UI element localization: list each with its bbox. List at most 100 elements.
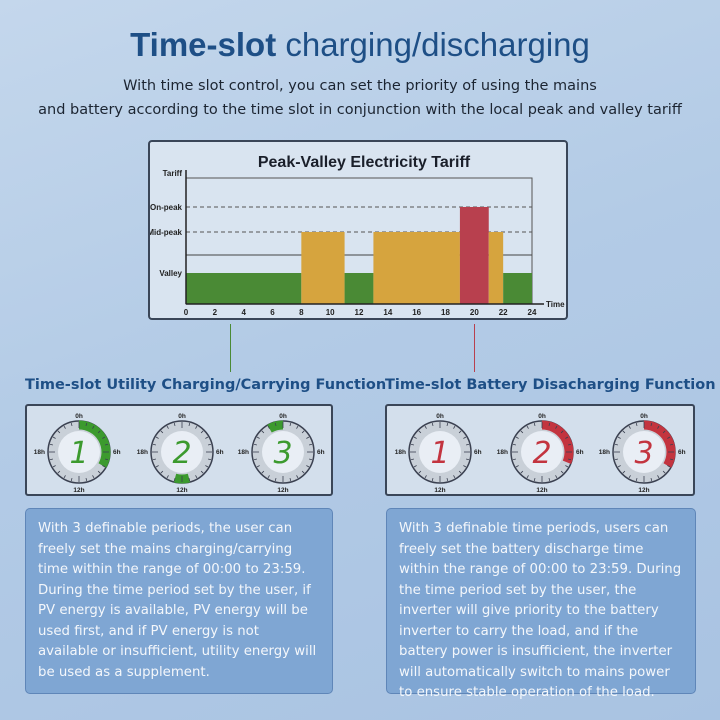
dial-tick [166,475,169,479]
x-tick-label: 20 [470,308,479,317]
dial-tick [205,436,209,439]
dial-tick [63,475,66,479]
dial-tick [102,436,106,439]
dial-tick [662,470,666,474]
dial-tick [195,425,198,429]
tariff-bar [301,232,345,304]
left-description: With 3 definable periods, the user can f… [25,508,333,694]
dial-tick [63,425,66,429]
dial-tick [308,443,313,446]
dial-tick [256,436,260,439]
clock-dial-2: 2 0h 12h 6h 18h [497,413,584,494]
dial-tick [431,422,434,427]
dial-tick [413,465,417,468]
dial-tick [52,436,56,439]
dial-tick [85,422,88,427]
y-level-label: Valley [159,269,182,278]
dial-tick [85,477,88,482]
dial-tick [207,443,212,446]
dial-tick [555,475,558,479]
dial-tick [465,458,470,461]
dial-tick [155,465,159,468]
dial-tick [667,465,671,468]
dial-tick [533,422,536,427]
x-tick-label: 0 [184,308,189,317]
tariff-bar [459,207,489,304]
dial-tick [617,465,621,468]
dial-face [262,431,304,473]
dial-tick [301,470,305,474]
dial-tick [97,430,101,434]
dial-tick [160,430,164,434]
dial-tick [555,425,558,429]
dial-hour-label: 18h [599,449,610,456]
dial-tick [301,430,305,434]
dial-tick [622,430,626,434]
dial-tick [565,436,569,439]
x-tick-label: 2 [213,308,218,317]
dial-tick [274,477,277,482]
dial-tick [188,477,191,482]
right-arrow [474,324,475,372]
dial-tick [57,430,61,434]
dial-tick [526,475,529,479]
tariff-bar [186,273,302,304]
dial-hour-label: 12h [434,487,445,494]
dial-hour-label: 0h [436,413,444,420]
dial-hour-label: 6h [317,449,325,456]
dial-tick [188,422,191,427]
dial-tick [424,425,427,429]
dial-tick [635,422,638,427]
dial-tick [160,470,164,474]
dial-tick [410,443,415,446]
dial-tick [533,477,536,482]
dial-hour-label: 0h [538,413,546,420]
dial-tick [166,425,169,429]
dial-hour-label: 18h [395,449,406,456]
title-bold: Time-slot [130,26,277,63]
dial-tick [200,430,204,434]
time-slot-arc [541,420,574,465]
dial-tick [57,470,61,474]
dial-tick [207,458,212,461]
dial-tick [261,430,265,434]
dial-tick [515,465,519,468]
dial-number: 2 [172,436,191,471]
x-tick-label: 12 [355,308,364,317]
dial-tick [256,465,260,468]
dial-face [58,431,100,473]
dial-number: 1 [430,436,449,471]
dial-tick [669,443,674,446]
dial-tick [410,458,415,461]
right-dials: 1 0h 12h 6h 18h 2 0h 12h 6h 18h 3 0h 12h 6h 18h [385,404,695,496]
tariff-chart: Peak-Valley Electricity Tariff 0 2 4 6 8 10 12… [147,140,568,320]
dial-tick [296,475,299,479]
dial-number: 1 [69,436,88,471]
dial-tick [92,475,95,479]
dial-tick [548,422,551,427]
dial-hour-label: 6h [678,449,686,456]
dial-tick [104,443,109,446]
subtitle-line-1: With time slot control, you can set the … [123,78,597,94]
dial-hour-label: 12h [536,487,547,494]
dial-tick [520,470,524,474]
dial-tick [152,458,157,461]
clock-dial-1: 1 0h 12h 6h 18h [34,413,121,494]
dial-tick [548,477,551,482]
dial-tick [560,470,564,474]
page-title: Time-slot charging/discharging [0,26,720,64]
dial-tick [205,465,209,468]
x-tick-label: 6 [270,308,275,317]
dial-tick [453,425,456,429]
left-arrow [230,324,231,372]
dial-hour-label: 6h [113,449,121,456]
dial-tick [453,475,456,479]
dial-hour-label: 0h [279,413,287,420]
dial-tick [458,470,462,474]
tariff-bar [503,273,532,304]
dial-hour-label: 12h [73,487,84,494]
dial-tick [70,422,73,427]
dial-tick [92,425,95,429]
y-level-label: Mid-peak [150,228,183,237]
dial-tick [104,458,109,461]
